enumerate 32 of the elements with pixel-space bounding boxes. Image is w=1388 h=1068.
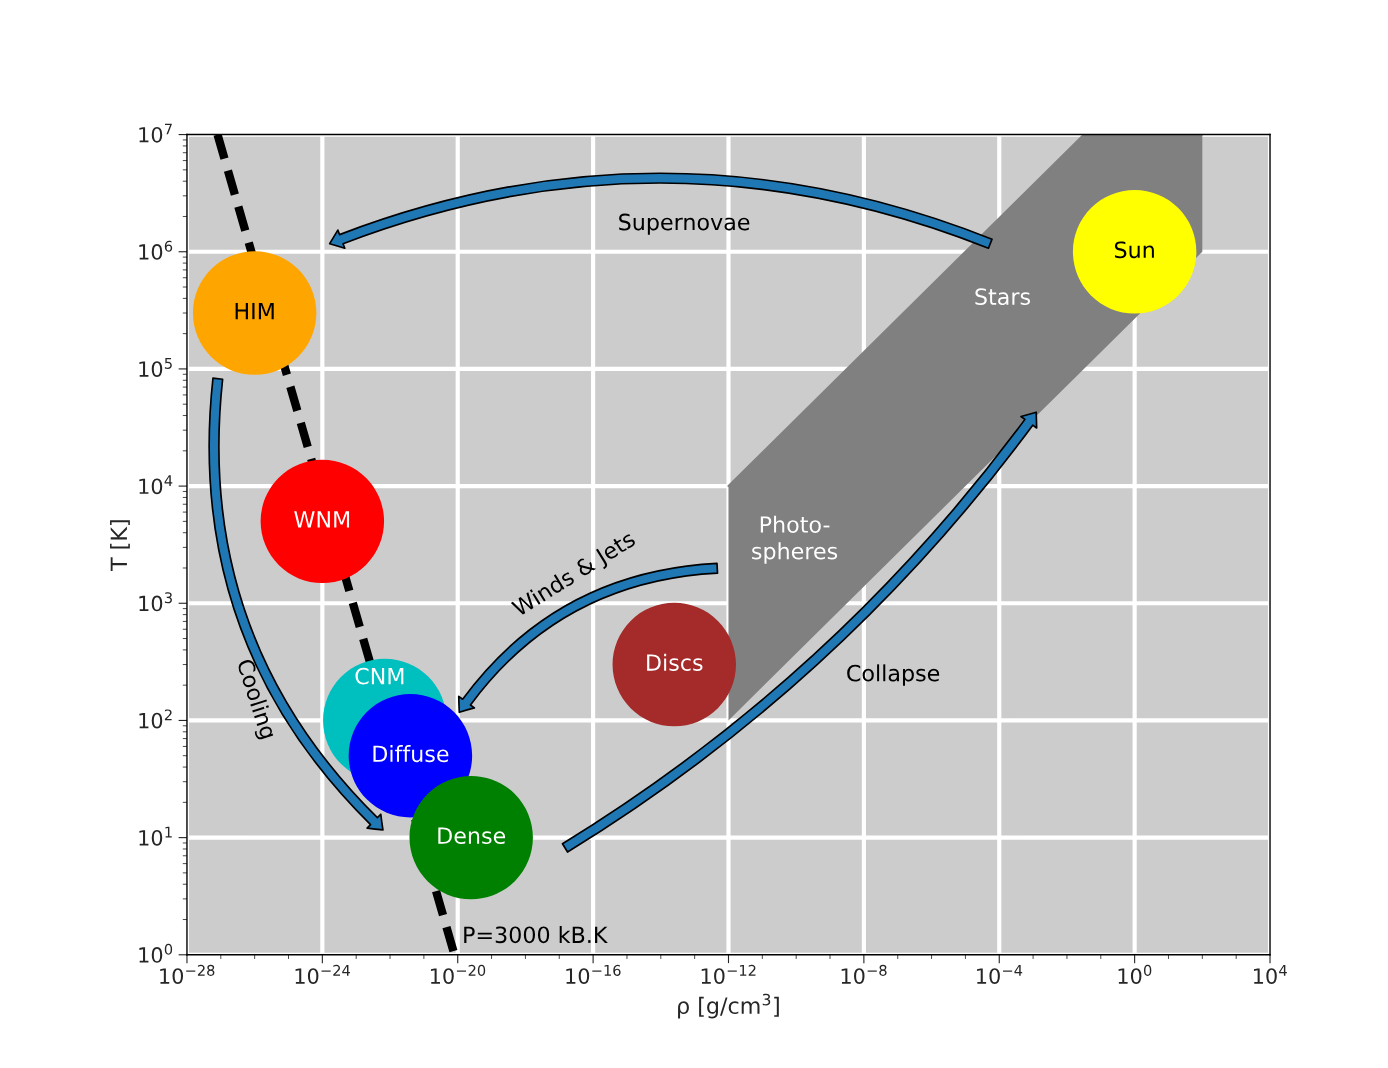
y-tick-label: 10$^{4}$ bbox=[139, 475, 173, 495]
annotation: HIM bbox=[235, 302, 274, 320]
annotation: CNM bbox=[355, 667, 404, 685]
annotation: Discs bbox=[647, 653, 703, 671]
x-tick-label: 10$^{−4}$ bbox=[977, 965, 1023, 984]
annotation: Supernovae bbox=[619, 213, 750, 235]
x-axis-title: ρ [g/cm$^{3}$] bbox=[678, 993, 779, 1019]
annotation: Stars bbox=[975, 288, 1030, 306]
y-tick-label: 10$^{3}$ bbox=[139, 592, 172, 612]
x-tick-label: 10$^{−28}$ bbox=[160, 964, 215, 984]
x-tick-label: 10$^{−20}$ bbox=[430, 964, 486, 984]
x-tick-label: 10$^{4}$ bbox=[1253, 965, 1287, 984]
y-axis-title: T [K] bbox=[110, 520, 130, 572]
annotation: WNM bbox=[294, 511, 350, 528]
x-tick-label: 10$^{−8}$ bbox=[841, 964, 887, 984]
y-tick-label: 10$^{1}$ bbox=[139, 826, 172, 846]
x-tick-label: 10$^{0}$ bbox=[1118, 964, 1152, 984]
annotation: Dense bbox=[438, 827, 506, 845]
annotation: Diffuse bbox=[373, 744, 449, 763]
y-tick-label: 10$^{5}$ bbox=[139, 358, 172, 377]
annotation: Sun bbox=[1114, 241, 1154, 259]
y-tick-label: 10$^{2}$ bbox=[139, 709, 172, 729]
x-tick-label: 10$^{−12}$ bbox=[701, 964, 756, 984]
annotation: Photo- spheres bbox=[752, 515, 838, 564]
annotation: Cooling bbox=[232, 657, 278, 741]
annotation: P=3000 kB.K bbox=[464, 925, 608, 944]
x-tick-label: 10$^{−16}$ bbox=[566, 964, 621, 984]
y-tick-label: 10$^{7}$ bbox=[139, 123, 172, 143]
annotation: Collapse bbox=[847, 664, 940, 686]
x-tick-label: 10$^{−24}$ bbox=[295, 964, 350, 984]
y-tick-label: 10$^{6}$ bbox=[139, 240, 173, 260]
y-tick-label: 10$^{0}$ bbox=[139, 943, 173, 963]
